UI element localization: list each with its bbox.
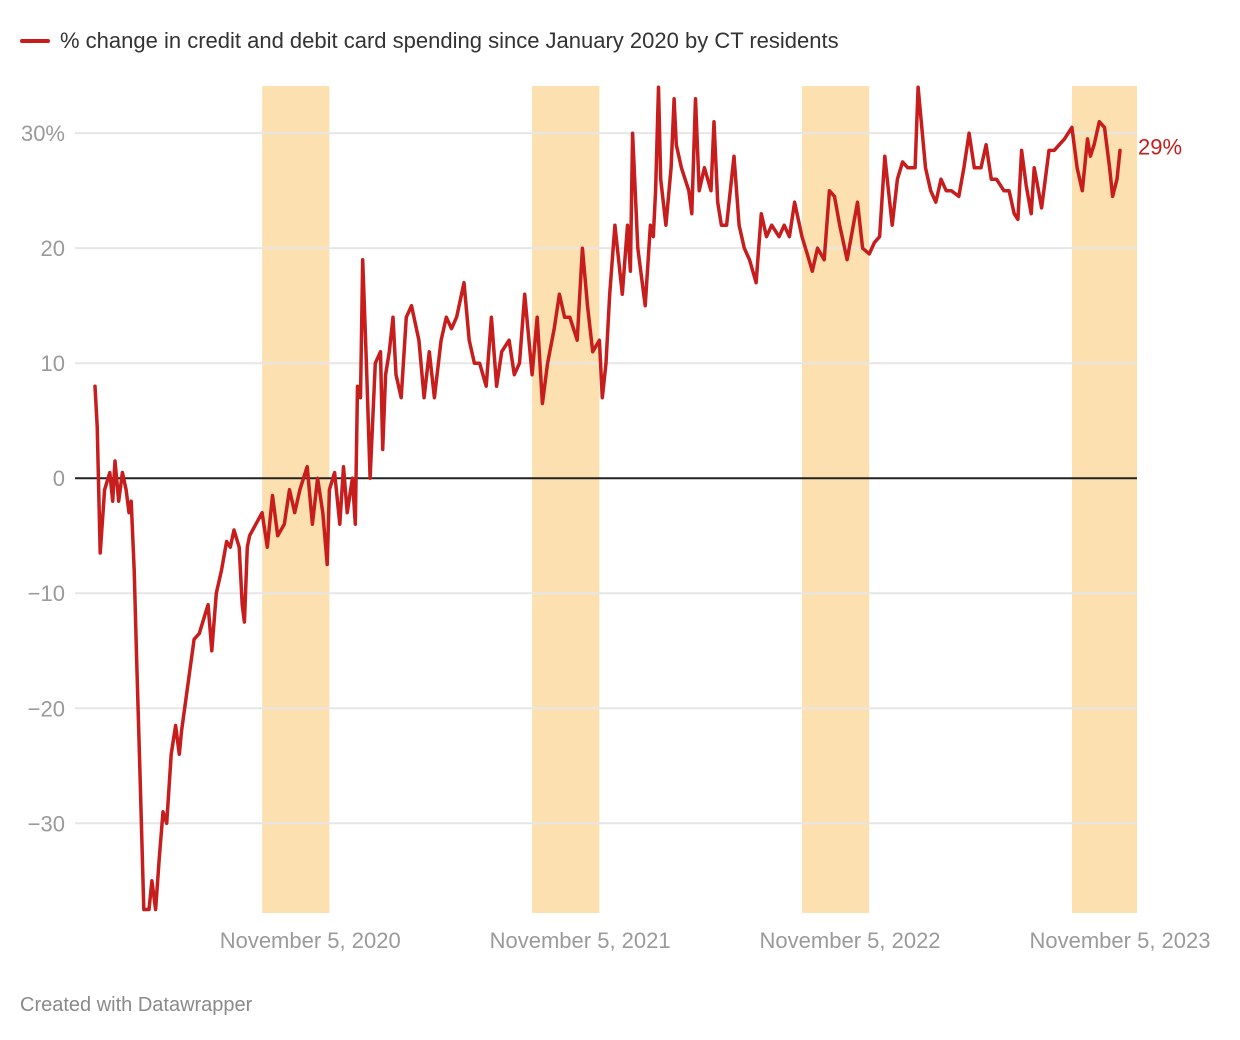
legend-label: % change in credit and debit card spendi… <box>60 28 839 53</box>
y-tick-label: 0 <box>53 466 65 491</box>
legend: % change in credit and debit card spendi… <box>20 28 839 54</box>
y-tick-label: −20 <box>28 696 65 721</box>
y-tick-label: 10 <box>41 351 65 376</box>
legend-line-swatch <box>20 39 50 43</box>
y-tick-label: −10 <box>28 581 65 606</box>
x-tick-label: November 5, 2021 <box>490 928 671 953</box>
y-tick-label: 30% <box>21 121 65 146</box>
shaded-period <box>1071 86 1137 913</box>
footer-credit[interactable]: Created with Datawrapper <box>20 994 253 1016</box>
y-tick-label: −30 <box>28 811 65 836</box>
shaded-period <box>532 86 600 913</box>
x-tick-label: November 5, 2020 <box>220 928 401 953</box>
x-tick-label: November 5, 2023 <box>1029 928 1210 953</box>
series-end-label: 29% <box>1138 134 1182 159</box>
series-line <box>93 85 1122 912</box>
y-tick-label: 20 <box>41 236 65 261</box>
shaded-period <box>801 86 870 913</box>
x-tick-label: November 5, 2022 <box>760 928 941 953</box>
